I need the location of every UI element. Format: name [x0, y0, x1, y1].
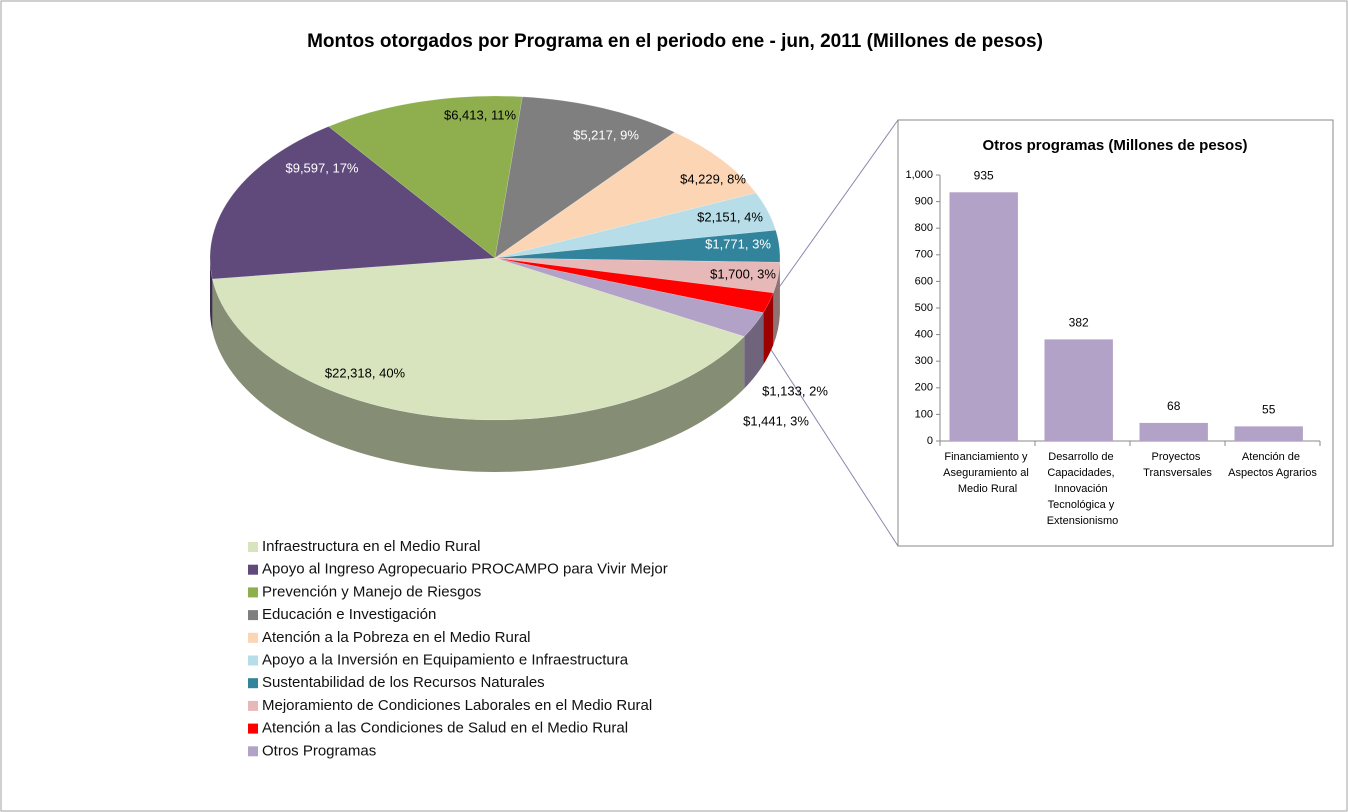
pie-side [763, 292, 774, 365]
legend-label: Mejoramiento de Condiciones Laborales en… [262, 697, 652, 714]
data-label: $1,771, 3% [705, 236, 771, 251]
legend-swatch [248, 587, 258, 598]
pie-side [212, 279, 745, 472]
data-label: 55 [1262, 403, 1276, 417]
y-tick-label: 800 [915, 222, 933, 234]
y-tick-label: 400 [915, 329, 933, 341]
x-tick-label: Financiamiento y Aseguramiento al Medio … [943, 451, 1032, 495]
data-label: $1,700, 3% [710, 266, 776, 281]
legend-swatch [248, 632, 258, 643]
legend-label: Educación e Investigación [262, 606, 436, 623]
legend-swatch [248, 564, 258, 575]
pie-slice [494, 131, 757, 259]
y-tick-label: 700 [915, 249, 933, 261]
pie-slice [494, 96, 676, 259]
y-tick-label: 900 [915, 196, 933, 208]
legend-swatch [248, 723, 258, 734]
legend-swatch [248, 655, 258, 666]
pie-slice [494, 192, 777, 259]
inset-title: Otros programas (Millones de pesos) [982, 137, 1247, 154]
data-label: $4,229, 8% [680, 171, 746, 186]
data-label: $6,413, 11% [444, 107, 516, 122]
data-label: 68 [1167, 399, 1181, 413]
legend-swatch [248, 700, 258, 711]
y-tick-label: 200 [915, 382, 933, 394]
chart-title: Montos otorgados por Programa en el peri… [307, 31, 1043, 52]
y-tick-label: 100 [915, 408, 933, 420]
connector [767, 344, 899, 547]
legend-swatch [248, 542, 258, 552]
bar [1044, 339, 1113, 441]
bar [1234, 426, 1303, 441]
y-tick-label: 0 [927, 435, 933, 447]
data-label: 935 [974, 168, 994, 182]
legend-swatch [248, 746, 258, 757]
bar [1139, 422, 1208, 441]
data-label: $22,318, 40% [325, 365, 406, 380]
x-tick-label: Atención de Aspectos Agrarios [1228, 451, 1317, 479]
data-label: $1,441, 3% [743, 413, 809, 428]
x-tick-label: Proyectos Transversales [1143, 451, 1212, 479]
pie-slice [494, 257, 774, 313]
y-tick-label: 600 [915, 275, 933, 287]
pie-sides [210, 258, 780, 472]
x-tick-label: Desarrollo de Capacidades, Innovación Te… [1047, 451, 1119, 527]
pie-slice [328, 95, 523, 259]
data-label: $2,151, 4% [697, 209, 763, 224]
legend-label: Atención a las Condiciones de Salud en e… [262, 720, 628, 737]
connector [769, 119, 899, 301]
pie-side [773, 262, 780, 345]
legend-label: Otros Programas [262, 742, 376, 759]
pie-slice [494, 257, 764, 337]
pie-side [210, 258, 213, 332]
bar [949, 192, 1018, 441]
legend-label: Atención a la Pobreza en el Medio Rural [262, 629, 531, 646]
pie-slice [209, 126, 496, 280]
pie-slice [494, 257, 781, 294]
data-label: $5,217, 9% [573, 127, 639, 142]
legend-swatch [248, 610, 258, 621]
pie-side [744, 312, 764, 389]
data-label: 382 [1069, 316, 1089, 330]
legend-swatch [248, 678, 258, 689]
data-label: $9,597, 17% [285, 160, 358, 175]
legend-label: Sustentabilidad de los Recursos Naturale… [262, 674, 545, 691]
legend-label: Apoyo al Ingreso Agropecuario PROCAMPO p… [262, 561, 668, 578]
y-tick-label: 1,000 [905, 169, 933, 181]
legend-label: Apoyo a la Inversión en Equipamiento e I… [262, 651, 629, 668]
y-tick-label: 300 [915, 355, 933, 367]
legend-label: Prevención y Manejo de Riesgos [262, 583, 481, 600]
y-tick-label: 500 [915, 302, 933, 314]
pie-slice [494, 229, 781, 263]
legend-label: Infraestructura en el Medio Rural [262, 538, 480, 555]
data-label: $1,133, 2% [762, 383, 828, 398]
pie-slice [212, 257, 745, 421]
